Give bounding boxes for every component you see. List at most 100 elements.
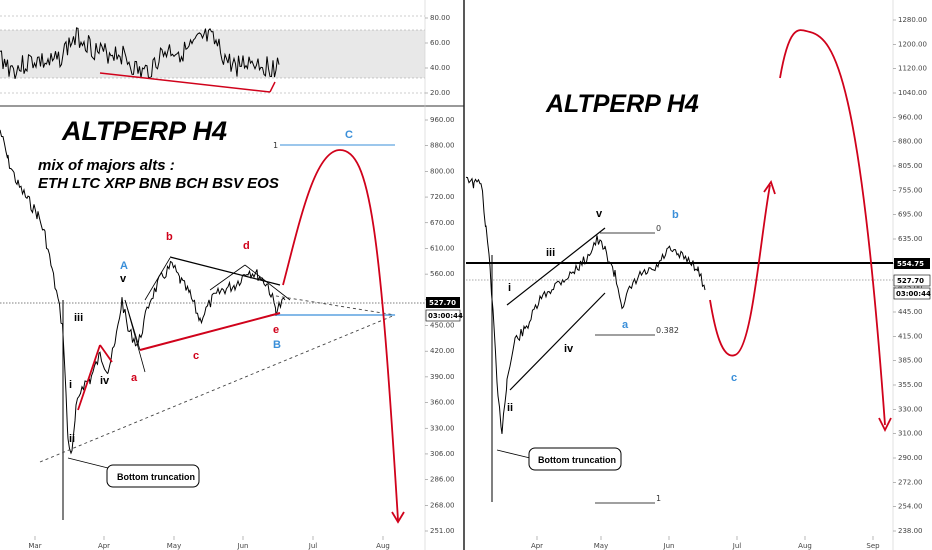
- right-fib-0: 0: [656, 224, 661, 233]
- svg-text:527.70: 527.70: [429, 299, 456, 307]
- right-wave-a: a: [622, 319, 629, 331]
- left-price-tick-label: 420.00: [430, 347, 455, 355]
- right-channel-upper: [506, 227, 606, 306]
- left-indicator-tick-label: 20.00: [430, 89, 450, 97]
- right-price-tick-label: 272.00: [898, 478, 923, 486]
- right-wave-iv: iv: [564, 343, 574, 355]
- left-triangle-upper: [169, 256, 281, 286]
- left-time-tag: [425, 309, 461, 322]
- right-channel-lower: [509, 292, 606, 391]
- right-time-tick-label: Jul: [732, 542, 742, 550]
- left-price-tick-label: 450.00: [430, 322, 455, 330]
- right-wave-v: v: [596, 208, 603, 220]
- right-price-tick-label: 330.00: [898, 405, 923, 413]
- right-fib-1: 1: [656, 494, 661, 503]
- right-time-tag: [893, 287, 931, 300]
- rsi-band: [0, 30, 425, 78]
- right-price-tick-label: 355.00: [898, 381, 923, 389]
- left-price-tick-label: 800.00: [430, 167, 455, 175]
- left-price-tick-label: 720.00: [430, 193, 455, 201]
- left-indicator-tick-label: 80.00: [430, 14, 450, 22]
- right-price-tick-label: 755.00: [898, 186, 923, 194]
- right-price-tick-label: 1120.00: [898, 65, 927, 73]
- right-price-tick-label: 805.00: [898, 162, 923, 170]
- left-price-tick-label: 286.00: [430, 476, 455, 484]
- right-wave-i: i: [508, 282, 511, 294]
- left-time-tick-label: Mar: [28, 542, 41, 550]
- left-wave-v: v: [120, 273, 127, 285]
- svg-text:03:00:44: 03:00:44: [896, 290, 931, 298]
- left-wave-c: c: [193, 350, 199, 362]
- left-price-tick-label: 880.00: [430, 142, 455, 150]
- right-wave-b: b: [672, 209, 679, 221]
- left-wave-ii: ii: [69, 433, 75, 445]
- left-panel: [0, 0, 464, 550]
- left-indicator-tick-label: 60.00: [430, 39, 450, 47]
- left-indicator-tick-label: 40.00: [430, 64, 450, 72]
- left-price-tick-label: 960.00: [430, 116, 455, 124]
- left-projection-path: [282, 149, 399, 521]
- right-projection-2: [779, 29, 886, 426]
- left-subtitle-2: ETH LTC XRP BNB BCH BSV EOS: [38, 175, 279, 192]
- right-time-tick-label: Aug: [798, 542, 812, 550]
- left-price-tag: [426, 297, 460, 308]
- left-time-tick-label: Jul: [308, 542, 318, 550]
- left-price-tick-label: 360.00: [430, 399, 455, 407]
- right-time-tick-label: Sep: [866, 542, 880, 550]
- left-subtitle-1: mix of majors alts :: [38, 157, 175, 174]
- left-support-trendline: [39, 314, 396, 463]
- right-price-tick-label: 238.00: [898, 527, 923, 535]
- right-price-tag: [893, 274, 931, 287]
- rsi-line: [0, 27, 280, 79]
- right-level-tag: [894, 258, 930, 269]
- left-price-tick-label: 560.00: [430, 270, 455, 278]
- right-wave-c: c: [731, 372, 737, 384]
- right-price-tick-label: 635.00: [898, 235, 923, 243]
- left-wave-b: b: [166, 231, 173, 243]
- right-price-tick-label: 1040.00: [898, 89, 927, 97]
- right-price-tick-label: 695.00: [898, 211, 923, 219]
- right-price-tick-label: 445.00: [898, 308, 923, 316]
- left-triangle-lower: [139, 312, 281, 351]
- left-callout: [106, 464, 200, 488]
- left-price-tick-label: 306.00: [430, 450, 455, 458]
- right-price-tick-label: 254.00: [898, 503, 923, 511]
- left-time-tick-label: Jun: [237, 542, 249, 550]
- left-price-tick-label: 670.00: [430, 219, 455, 227]
- right-title: ALTPERP H4: [545, 90, 699, 118]
- left-wave-e: e: [273, 324, 279, 336]
- right-time-tick-label: Jun: [663, 542, 675, 550]
- rsi-divergence-line: [99, 72, 271, 93]
- left-time-tick-label: May: [167, 542, 181, 550]
- left-wave-a: a: [131, 372, 138, 384]
- right-price-tick-label: 880.00: [898, 138, 923, 146]
- svg-text:03:00:44: 03:00:44: [428, 312, 463, 320]
- left-price-tick-label: 390.00: [430, 373, 455, 381]
- right-fib-382: 0.382: [656, 326, 679, 335]
- left-wave-d: d: [243, 240, 250, 252]
- right-time-tick-label: Apr: [531, 542, 543, 550]
- right-price-tick-label: 385.00: [898, 357, 923, 365]
- right-callout-text: Bottom truncation: [538, 455, 616, 465]
- right-price-tick-label: 1280.00: [898, 16, 927, 24]
- left-title: ALTPERP H4: [61, 116, 227, 146]
- left-wave-A: A: [120, 260, 128, 272]
- left-callout-text: Bottom truncation: [117, 472, 195, 482]
- right-price-tick-label: 475.00: [898, 284, 923, 292]
- right-price-tick-label: 1200.00: [898, 40, 927, 48]
- right-callout: [528, 447, 622, 471]
- right-wave-ii: ii: [507, 402, 513, 414]
- left-price-tick-label: 330.00: [430, 424, 455, 432]
- left-time-tick-label: Aug: [376, 542, 390, 550]
- left-wave-iii: iii: [74, 312, 83, 324]
- right-price-tick-label: 415.00: [898, 332, 923, 340]
- left-price-series: [0, 129, 286, 455]
- right-projection-1: [709, 184, 771, 357]
- left-wave-C: C: [345, 129, 353, 141]
- left-wave-B: B: [273, 339, 281, 351]
- left-time-tick-label: Apr: [98, 542, 110, 550]
- left-price-tick-label: 251.00: [430, 527, 455, 535]
- left-price-tick-label: 610.00: [430, 244, 455, 252]
- right-time-tick-label: May: [594, 542, 608, 550]
